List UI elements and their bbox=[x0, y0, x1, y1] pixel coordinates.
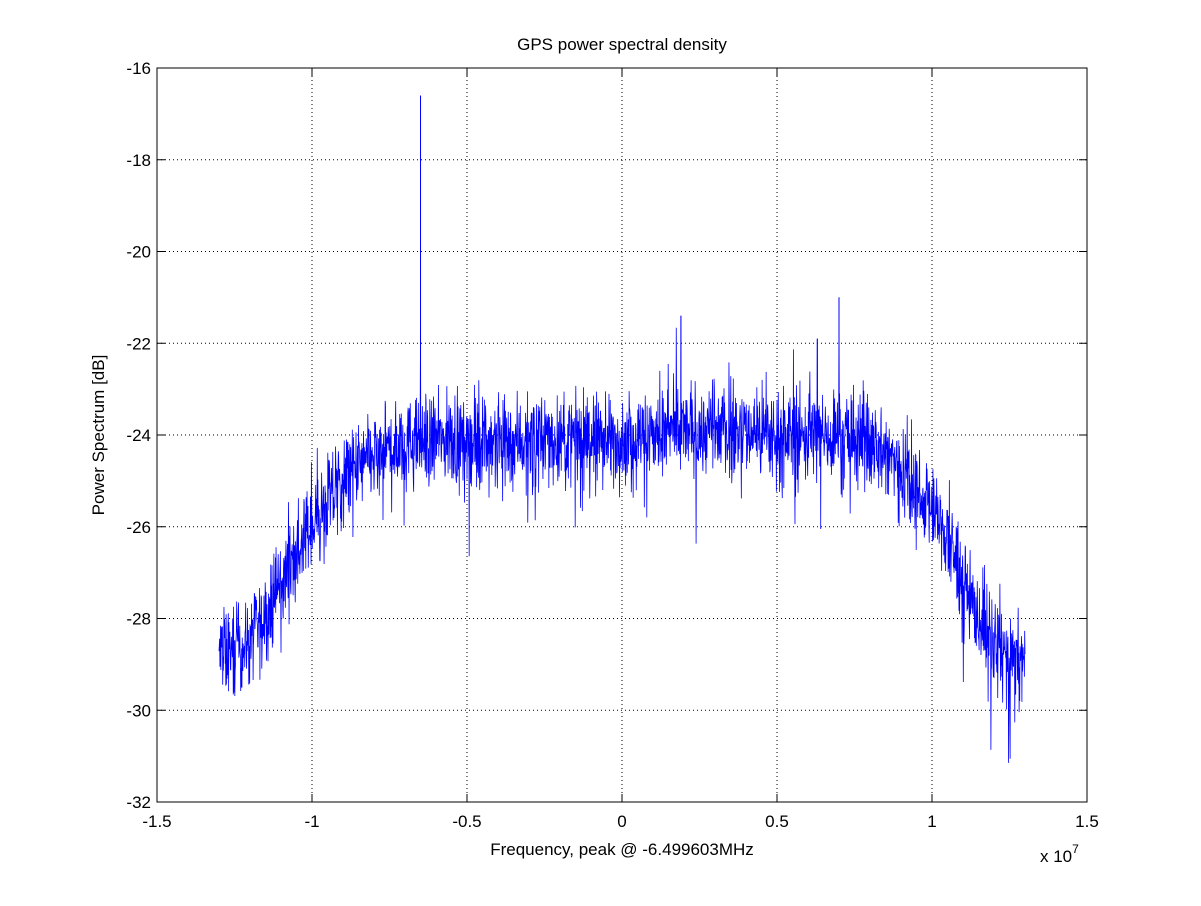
y-tick-label: -24 bbox=[126, 426, 151, 445]
x-tick-label: 1.5 bbox=[1075, 812, 1099, 831]
grid-lines bbox=[157, 68, 1087, 802]
ticks: -1.5 -1 -0.5 0 0.5 1 1.5 -32 -30 -28 -26 -24 -22 -20 -… bbox=[126, 59, 1098, 831]
y-tick-label: -18 bbox=[126, 151, 151, 170]
series-layer bbox=[218, 95, 1026, 763]
x-axis-exponent-base: x 10 bbox=[1040, 847, 1072, 866]
x-tick-label: 0 bbox=[617, 812, 626, 831]
x-axis-exponent-power: 7 bbox=[1072, 842, 1079, 856]
y-tick-label: -28 bbox=[126, 610, 151, 629]
y-tick-label: -30 bbox=[126, 701, 151, 720]
chart-title: GPS power spectral density bbox=[517, 35, 727, 54]
y-tick-label: -32 bbox=[126, 793, 151, 812]
x-axis-label: Frequency, peak @ -6.499603MHz bbox=[490, 840, 754, 859]
x-tick-label: -0.5 bbox=[452, 812, 481, 831]
x-tick-label: 1 bbox=[927, 812, 936, 831]
y-tick-label: -16 bbox=[126, 59, 151, 78]
x-tick-label: 0.5 bbox=[765, 812, 789, 831]
psd-series-line bbox=[218, 297, 1026, 763]
y-tick-label: -22 bbox=[126, 334, 151, 353]
x-tick-label: -1.5 bbox=[142, 812, 171, 831]
x-axis-exponent: x 107 bbox=[1040, 842, 1079, 866]
y-axis-label: Power Spectrum [dB] bbox=[89, 355, 108, 516]
x-tick-label: -1 bbox=[304, 812, 319, 831]
y-tick-label: -20 bbox=[126, 243, 151, 262]
y-tick-label: -26 bbox=[126, 518, 151, 537]
